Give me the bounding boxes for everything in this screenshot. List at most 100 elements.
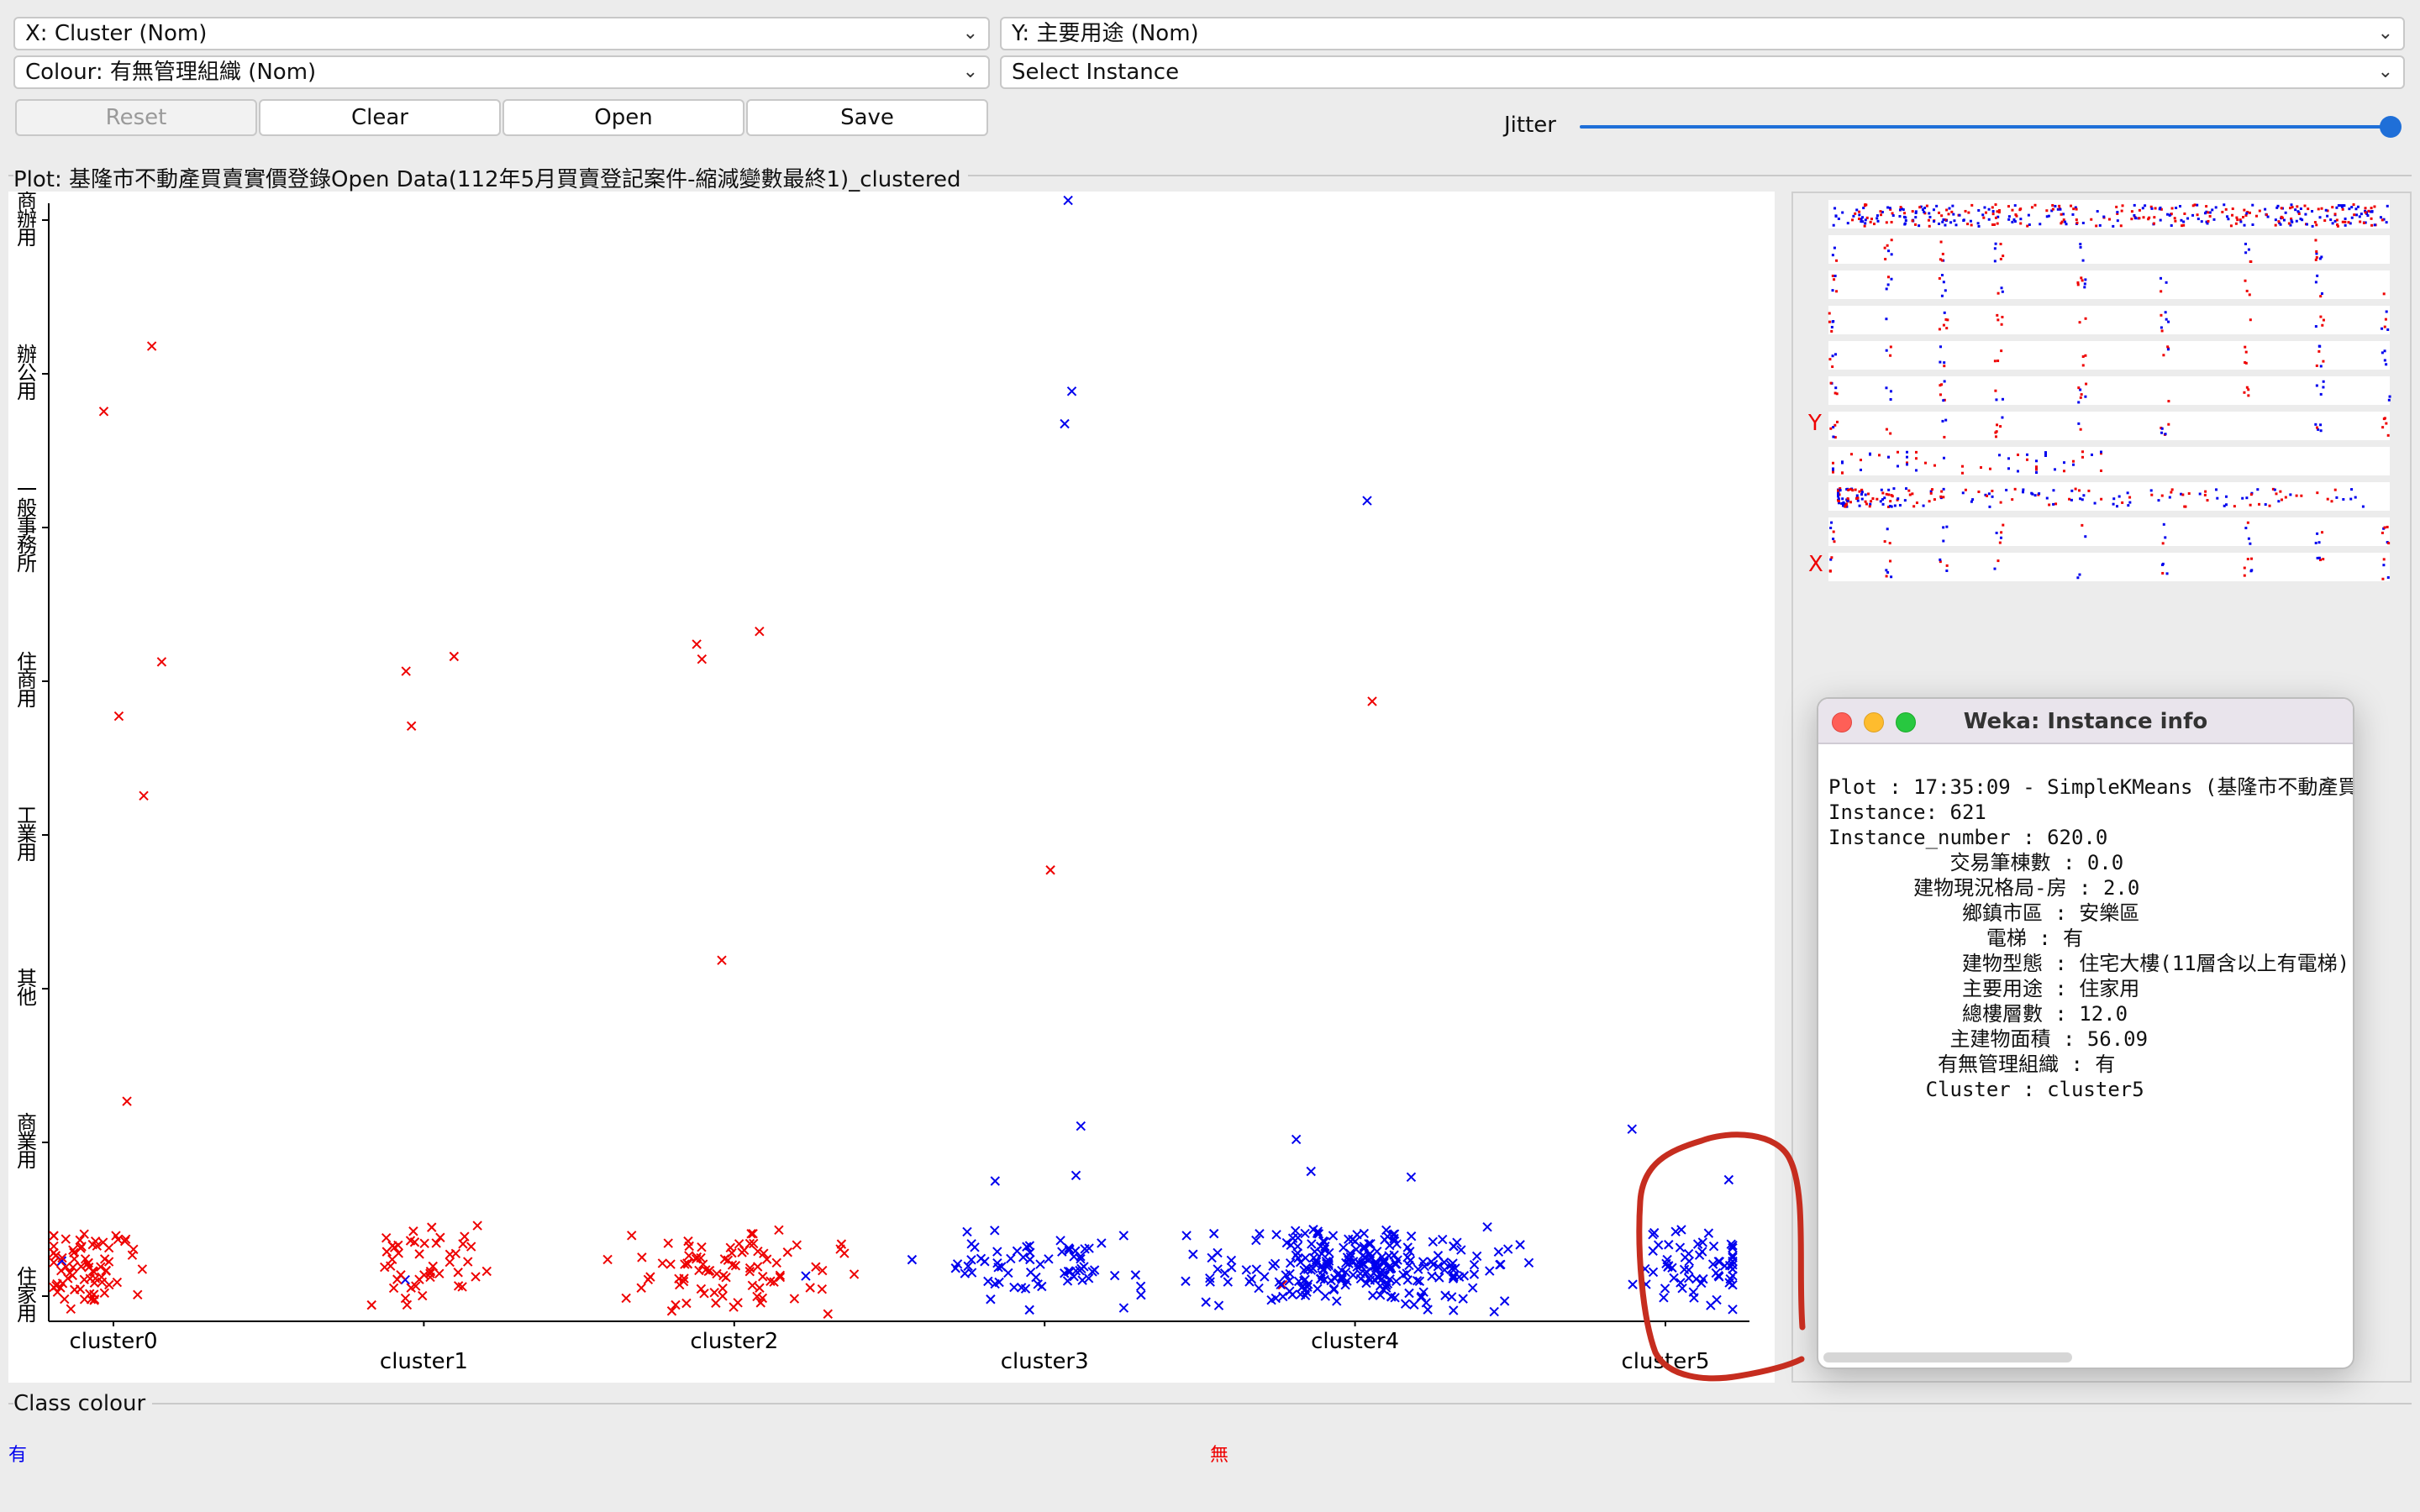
data-point[interactable] [983, 1276, 993, 1287]
data-point[interactable] [1523, 1257, 1534, 1268]
matrix-cell[interactable] [1828, 517, 2390, 546]
instance-info-window[interactable]: Weka: Instance info Plot : 17:35:09 - Si… [1817, 697, 2354, 1369]
data-point[interactable] [765, 1276, 776, 1286]
data-point[interactable] [97, 1237, 108, 1247]
data-point[interactable] [1118, 1231, 1128, 1241]
data-point[interactable] [419, 1270, 429, 1280]
data-point[interactable] [994, 1277, 1004, 1288]
data-point[interactable] [730, 1261, 741, 1271]
data-point[interactable] [986, 1294, 996, 1305]
data-point[interactable] [1391, 1276, 1402, 1287]
data-point[interactable] [97, 1277, 108, 1287]
data-point[interactable] [645, 1272, 655, 1282]
data-point[interactable] [1286, 1240, 1296, 1251]
data-point[interactable] [1707, 1259, 1718, 1269]
data-point[interactable] [666, 1259, 676, 1269]
data-point[interactable] [472, 1221, 482, 1231]
data-point[interactable] [666, 1306, 677, 1316]
data-point[interactable] [1664, 1261, 1674, 1271]
data-point[interactable] [1382, 1231, 1392, 1242]
data-point[interactable] [771, 1257, 781, 1268]
close-window-button[interactable] [1832, 712, 1852, 732]
data-point[interactable] [1018, 1252, 1028, 1263]
data-point[interactable] [366, 1299, 376, 1310]
data-point[interactable] [1312, 1228, 1323, 1238]
data-point[interactable] [1471, 1251, 1482, 1262]
data-point[interactable] [1384, 1264, 1395, 1274]
data-point[interactable] [963, 1261, 973, 1272]
open-button[interactable]: Open [502, 99, 744, 136]
data-point[interactable] [120, 1234, 131, 1245]
data-point[interactable] [1728, 1241, 1738, 1251]
data-point[interactable] [99, 1254, 110, 1264]
data-point[interactable] [1723, 1174, 1734, 1185]
data-point[interactable] [1311, 1257, 1322, 1268]
data-point[interactable] [1361, 1267, 1371, 1277]
data-point[interactable] [419, 1238, 429, 1248]
window-titlebar[interactable]: Weka: Instance info [1818, 699, 2353, 744]
data-point[interactable] [782, 1247, 792, 1257]
data-point[interactable] [1493, 1247, 1504, 1257]
data-point[interactable] [49, 1257, 59, 1268]
data-point[interactable] [1255, 1229, 1265, 1239]
data-point[interactable] [1728, 1256, 1738, 1267]
data-point[interactable] [85, 1289, 95, 1299]
data-point[interactable] [1270, 1293, 1281, 1304]
data-point[interactable] [1213, 1300, 1224, 1310]
clear-button[interactable]: Clear [259, 99, 501, 136]
data-point[interactable] [752, 1291, 762, 1302]
data-point[interactable] [1728, 1305, 1738, 1315]
matrix-cell[interactable] [1828, 306, 2390, 334]
data-point[interactable] [1670, 1226, 1681, 1236]
data-point[interactable] [137, 1264, 148, 1274]
matrix-cell[interactable] [1828, 553, 2390, 581]
data-point[interactable] [761, 1254, 772, 1264]
data-point[interactable] [1075, 1265, 1085, 1276]
data-point[interactable] [775, 1270, 786, 1281]
data-point[interactable] [1469, 1260, 1480, 1270]
data-point[interactable] [1071, 1266, 1081, 1276]
data-point[interactable] [1344, 1255, 1354, 1265]
data-point[interactable] [60, 1294, 70, 1305]
data-point[interactable] [1725, 1273, 1735, 1284]
data-point[interactable] [1649, 1227, 1660, 1238]
data-point[interactable] [1033, 1279, 1043, 1289]
data-point[interactable] [1489, 1306, 1499, 1317]
data-point[interactable] [67, 1270, 77, 1281]
data-point[interactable] [1076, 1121, 1086, 1131]
data-point[interactable] [1358, 1259, 1368, 1269]
data-point[interactable] [98, 407, 109, 417]
data-point[interactable] [1205, 1277, 1215, 1287]
data-point[interactable] [453, 1281, 464, 1291]
data-point[interactable] [1385, 1240, 1395, 1251]
data-point[interactable] [704, 1265, 715, 1276]
data-point[interactable] [1251, 1235, 1261, 1246]
data-point[interactable] [1485, 1266, 1495, 1276]
data-point[interactable] [1339, 1242, 1349, 1253]
data-point[interactable] [1648, 1267, 1659, 1278]
data-point[interactable] [1307, 1239, 1317, 1249]
data-point[interactable] [1728, 1252, 1738, 1263]
data-point[interactable] [1077, 1275, 1087, 1285]
data-point[interactable] [428, 1261, 438, 1272]
data-point[interactable] [1352, 1262, 1362, 1272]
data-point[interactable] [1423, 1305, 1433, 1315]
data-point[interactable] [103, 1257, 114, 1267]
data-point[interactable] [1291, 1134, 1302, 1145]
data-point[interactable] [1376, 1290, 1386, 1300]
data-point[interactable] [1274, 1277, 1285, 1287]
data-point[interactable] [1065, 1244, 1075, 1255]
data-point[interactable] [1076, 1251, 1086, 1262]
data-point[interactable] [1340, 1267, 1351, 1278]
data-point[interactable] [466, 1242, 476, 1252]
data-point[interactable] [1409, 1299, 1419, 1310]
matrix-cell[interactable] [1828, 235, 2390, 264]
data-point[interactable] [60, 1234, 71, 1244]
data-point[interactable] [122, 1096, 132, 1106]
data-point[interactable] [408, 1226, 418, 1236]
data-point[interactable] [1683, 1248, 1694, 1259]
data-point[interactable] [1006, 1253, 1016, 1264]
data-point[interactable] [1016, 1283, 1027, 1293]
data-point[interactable] [425, 1272, 435, 1283]
data-point[interactable] [749, 1238, 759, 1249]
